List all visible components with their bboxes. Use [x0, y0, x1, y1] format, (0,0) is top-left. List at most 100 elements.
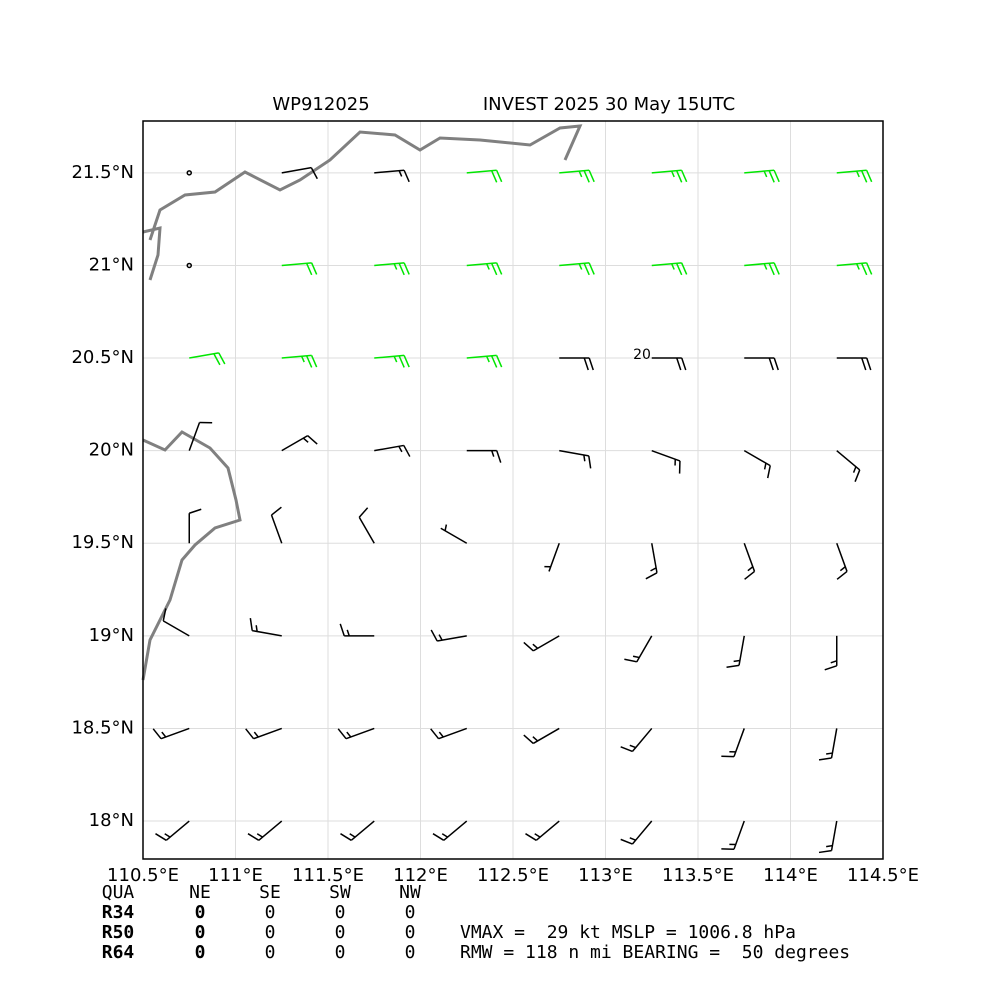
note: VMAX = 29 kt MSLP = 1006.8 hPa [460, 922, 796, 943]
barb-tick [632, 655, 640, 659]
barb-staff [535, 820, 560, 841]
wind-barb [651, 357, 687, 371]
barb-tick [578, 170, 583, 178]
barb-tick [302, 437, 309, 443]
barb-tick [675, 262, 683, 276]
wind-barb [339, 623, 375, 637]
barb-tick [768, 357, 774, 371]
wind-barb [818, 728, 838, 761]
y-tick-label: 20°N [89, 440, 134, 461]
barb-tick [865, 169, 873, 183]
y-tick-label: 21.5°N [71, 162, 134, 183]
y-tick-label: 20.5°N [71, 347, 134, 368]
x-tick-label: 114.5°E [847, 865, 919, 886]
wind-barb [432, 820, 468, 841]
barb-tick [346, 629, 350, 637]
barb-tick [768, 170, 775, 183]
barb-tick [430, 728, 440, 740]
barb-staff [437, 635, 467, 642]
barb-tick [670, 170, 675, 178]
table-value: 0 [405, 902, 416, 923]
barb-tick [305, 262, 313, 276]
table-value: 0 [335, 902, 346, 923]
x-tick-label: 113°E [578, 865, 633, 886]
barb-tick [523, 734, 534, 744]
wind-barb [544, 542, 560, 572]
table-value: 0 [195, 942, 206, 963]
barb-tick [403, 169, 410, 183]
wind-barb [466, 169, 503, 183]
barb-tick [620, 838, 633, 845]
barb-tick [432, 833, 445, 841]
wind-barb [155, 820, 190, 841]
barb-tick [523, 641, 534, 652]
wind-barb [162, 608, 190, 637]
wind-barb [340, 820, 375, 841]
coastline [141, 430, 242, 681]
barb-tick [403, 262, 410, 275]
barb-staff [651, 543, 658, 573]
x-tick-label: 111°E [208, 865, 263, 886]
wind-barb [337, 727, 375, 740]
barb-tick [624, 658, 637, 663]
grid [142, 121, 884, 859]
table-header: NW [399, 882, 421, 903]
wind-barb [651, 449, 681, 474]
wind-barb [744, 262, 780, 276]
barb-tick [726, 664, 740, 668]
barb-tick [645, 572, 658, 580]
wind-barb [152, 727, 190, 740]
barb-tick [744, 570, 755, 580]
barb-tick [271, 506, 282, 516]
wind-barb [374, 444, 411, 457]
barb-tick [861, 357, 867, 371]
barb-tick [155, 833, 167, 841]
barb-tick [826, 844, 833, 848]
barb-tick [830, 660, 837, 664]
wind-barb [836, 450, 861, 482]
barb-tick [444, 524, 448, 531]
row-label: R34 [102, 902, 135, 923]
wind-barb [281, 354, 318, 368]
wind-barb [721, 820, 745, 850]
barb-tick [438, 731, 444, 738]
barb-tick [253, 731, 259, 738]
barb-tick [852, 466, 857, 473]
table-value: 0 [335, 922, 346, 943]
barb-tick [152, 728, 162, 740]
table-header: NE [189, 882, 211, 903]
barb-tick [349, 833, 356, 838]
barb-tick [629, 837, 636, 841]
y-tick-label: 18°N [89, 810, 134, 831]
barb-tick [763, 462, 767, 470]
barb-staff [165, 820, 190, 841]
table-value: 0 [265, 942, 276, 963]
barb-tick [773, 262, 780, 275]
barb-tick [588, 262, 595, 275]
calm-marker [186, 262, 192, 269]
wind-barb [525, 820, 560, 841]
barb-tick [485, 263, 490, 270]
y-tick-label: 18.5°N [71, 717, 134, 738]
table-value: 0 [335, 942, 346, 963]
barb-tick [256, 833, 263, 838]
barb-tick [583, 170, 590, 183]
barb-tick [839, 566, 846, 572]
wind-barb [624, 635, 653, 663]
table-value: 0 [405, 942, 416, 963]
barb-tick [393, 356, 398, 363]
barb-tick [403, 355, 410, 368]
barb-tick [680, 169, 688, 183]
barb-tick [650, 567, 657, 572]
coastline [148, 124, 583, 241]
barb-tick [826, 752, 833, 755]
wind-barb [270, 506, 283, 544]
wind-barb [466, 354, 503, 368]
wind-barb [559, 169, 595, 183]
row-label: R64 [102, 942, 135, 963]
barb-staff [350, 820, 375, 841]
wind-barb [836, 542, 848, 580]
wind-barb [836, 262, 873, 276]
